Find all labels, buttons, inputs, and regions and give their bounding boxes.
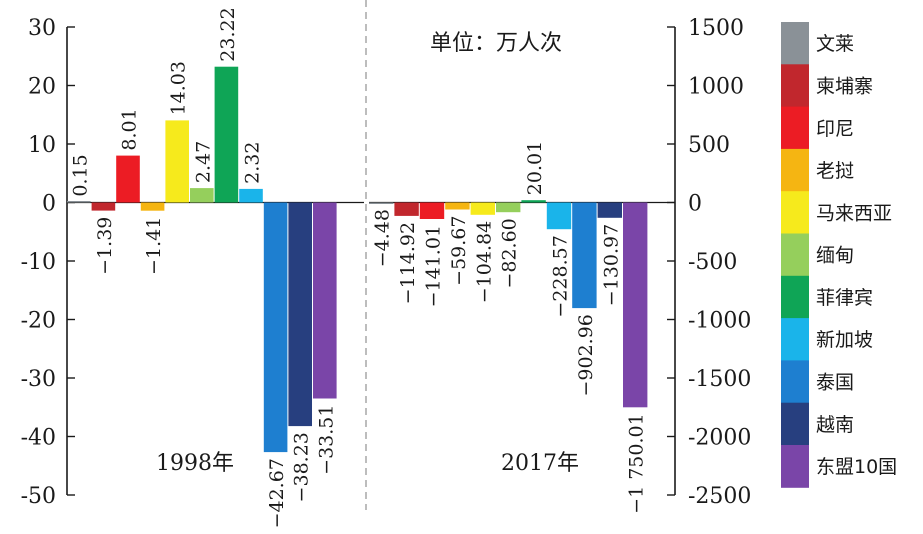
bar-1998-3 (116, 155, 140, 203)
legend-swatch-7 (781, 275, 809, 319)
legend-swatch-10 (781, 402, 809, 446)
legend-swatch-11 (781, 445, 809, 488)
data-label-2017-6: −82.60 (499, 218, 521, 288)
legend-label-3: 印尼 (816, 118, 854, 140)
right-tick-label: -2500 (688, 484, 751, 509)
data-label-2017-11: −1 750.01 (626, 413, 648, 514)
bar-1998-4 (140, 202, 165, 211)
data-label-2017-7: 20.01 (524, 141, 546, 195)
left-tick-label: 10 (28, 133, 56, 158)
legend-label-6: 缅甸 (816, 245, 854, 267)
legend-label-4: 老挝 (816, 160, 854, 182)
data-label-2017-1: −4.48 (372, 209, 394, 267)
data-label-1998-6: 2.47 (192, 141, 214, 183)
data-label-1998-10: −38.23 (291, 432, 313, 502)
bar-1998-6 (190, 188, 214, 203)
bar-2017-11 (623, 202, 648, 408)
legend-swatch-2 (781, 64, 809, 108)
data-label-1998-5: 14.03 (168, 61, 190, 115)
data-label-2017-2: −114.92 (397, 222, 419, 304)
data-label-1998-3: 8.01 (119, 108, 141, 150)
left-tick-label: -30 (21, 367, 56, 392)
data-label-2017-10: −130.97 (600, 224, 622, 306)
legend-swatch-5 (781, 191, 809, 234)
bar-2017-4 (445, 202, 470, 210)
data-labels: 0.15−1.39 8.01 −1.41 14.03 2.47 23.22 2.32 −42.… (69, 7, 647, 528)
legend-swatch-1 (781, 22, 809, 65)
bar-1998-11 (313, 202, 337, 399)
right-tick-label: 1500 (688, 16, 744, 41)
bar-1998-10 (288, 202, 312, 427)
bar-1998-7 (214, 66, 239, 203)
legend-swatch-6 (781, 233, 809, 277)
bar-2017-10 (597, 202, 622, 218)
right-tick-label: -1500 (688, 367, 751, 392)
group-label-2017: 2017年 (501, 451, 579, 476)
data-label-1998-9: −42.67 (266, 458, 288, 528)
data-label-1998-4: −1.41 (143, 217, 165, 275)
legend-label-2: 柬埔寨 (816, 75, 873, 97)
left-tick-label: 30 (28, 16, 56, 41)
left-tick-label: -20 (21, 309, 56, 334)
group-label-1998: 1998年 (156, 451, 234, 476)
data-label-2017-8: −228.57 (550, 235, 572, 317)
bar-2017-7 (521, 200, 546, 203)
legend-label-8: 新加坡 (816, 329, 873, 351)
left-tick-label: -40 (21, 426, 56, 451)
bar-2017-8 (546, 202, 572, 230)
right-tick-label: 0 (688, 192, 702, 217)
data-label-1998-1: 0.15 (69, 154, 91, 196)
left-tick-label: 0 (42, 192, 56, 217)
right-tick-label: -1000 (688, 309, 751, 334)
legend-label-9: 泰国 (816, 372, 854, 394)
left-tick-label: 20 (28, 75, 56, 100)
data-label-2017-3: −141.01 (423, 225, 445, 307)
data-label-1998-7: 23.22 (217, 7, 239, 61)
right-tick-label: -2000 (688, 426, 751, 451)
legend-swatch-3 (781, 106, 809, 150)
right-tick-label: 500 (688, 133, 730, 158)
bar-1998-2 (91, 202, 116, 211)
unit-label: 单位：万人次 (430, 31, 562, 56)
data-label-1998-11: −33.51 (315, 405, 337, 475)
data-label-1998-2: −1.39 (94, 217, 116, 275)
bar-series (67, 66, 648, 453)
data-label-1998-8: 2.32 (242, 142, 264, 184)
right-tick-label: 1000 (688, 75, 744, 100)
bar-2017-6 (496, 202, 521, 213)
bar-1998-1 (67, 201, 91, 203)
legend-label-10: 越南 (816, 414, 854, 436)
bar-1998-5 (165, 120, 189, 203)
left-tick-label: -10 (21, 250, 56, 275)
data-label-2017-5: −104.84 (473, 221, 495, 303)
bar-1998-9 (263, 202, 288, 453)
legend-label-7: 菲律宾 (816, 287, 873, 309)
data-label-2017-4: −59.67 (448, 216, 470, 286)
bar-2017-5 (470, 202, 495, 215)
bar-2017-3 (419, 202, 445, 219)
legend-label-5: 马来西亚 (816, 202, 892, 224)
left-tick-label: -50 (21, 484, 56, 509)
bar-2017-2 (394, 202, 419, 216)
legend-swatch-8 (781, 318, 809, 361)
bar-2017-9 (572, 202, 597, 309)
right-tick-label: -500 (688, 250, 737, 275)
legend-swatch-9 (781, 360, 809, 404)
left-axis: 30 20 10 0 -10 -20 -30 -40 -50 (21, 16, 364, 509)
legend-label-11: 东盟10国 (816, 456, 897, 478)
bar-2017-1 (369, 202, 394, 204)
bar-1998-8 (239, 188, 263, 203)
legend-label-1: 文莱 (816, 33, 854, 55)
data-label-2017-9: −902.96 (575, 314, 597, 396)
legend-swatch-4 (781, 148, 809, 192)
